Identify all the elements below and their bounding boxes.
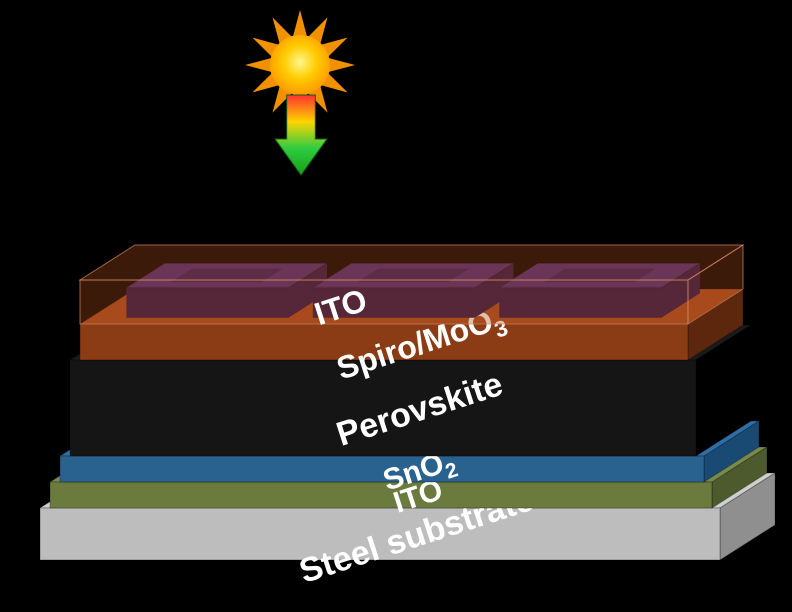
light-arrow-icon — [275, 95, 327, 175]
ito-top-group: ITO — [80, 245, 743, 332]
ito-overlay-top — [80, 245, 743, 280]
layer-stack-svg: Steel substrateITOSnO2PerovskiteSpiro/Mo… — [0, 0, 792, 612]
ito-overlay-front — [80, 280, 688, 324]
diagram-stage: Steel substrateITOSnO2PerovskiteSpiro/Mo… — [0, 0, 792, 612]
